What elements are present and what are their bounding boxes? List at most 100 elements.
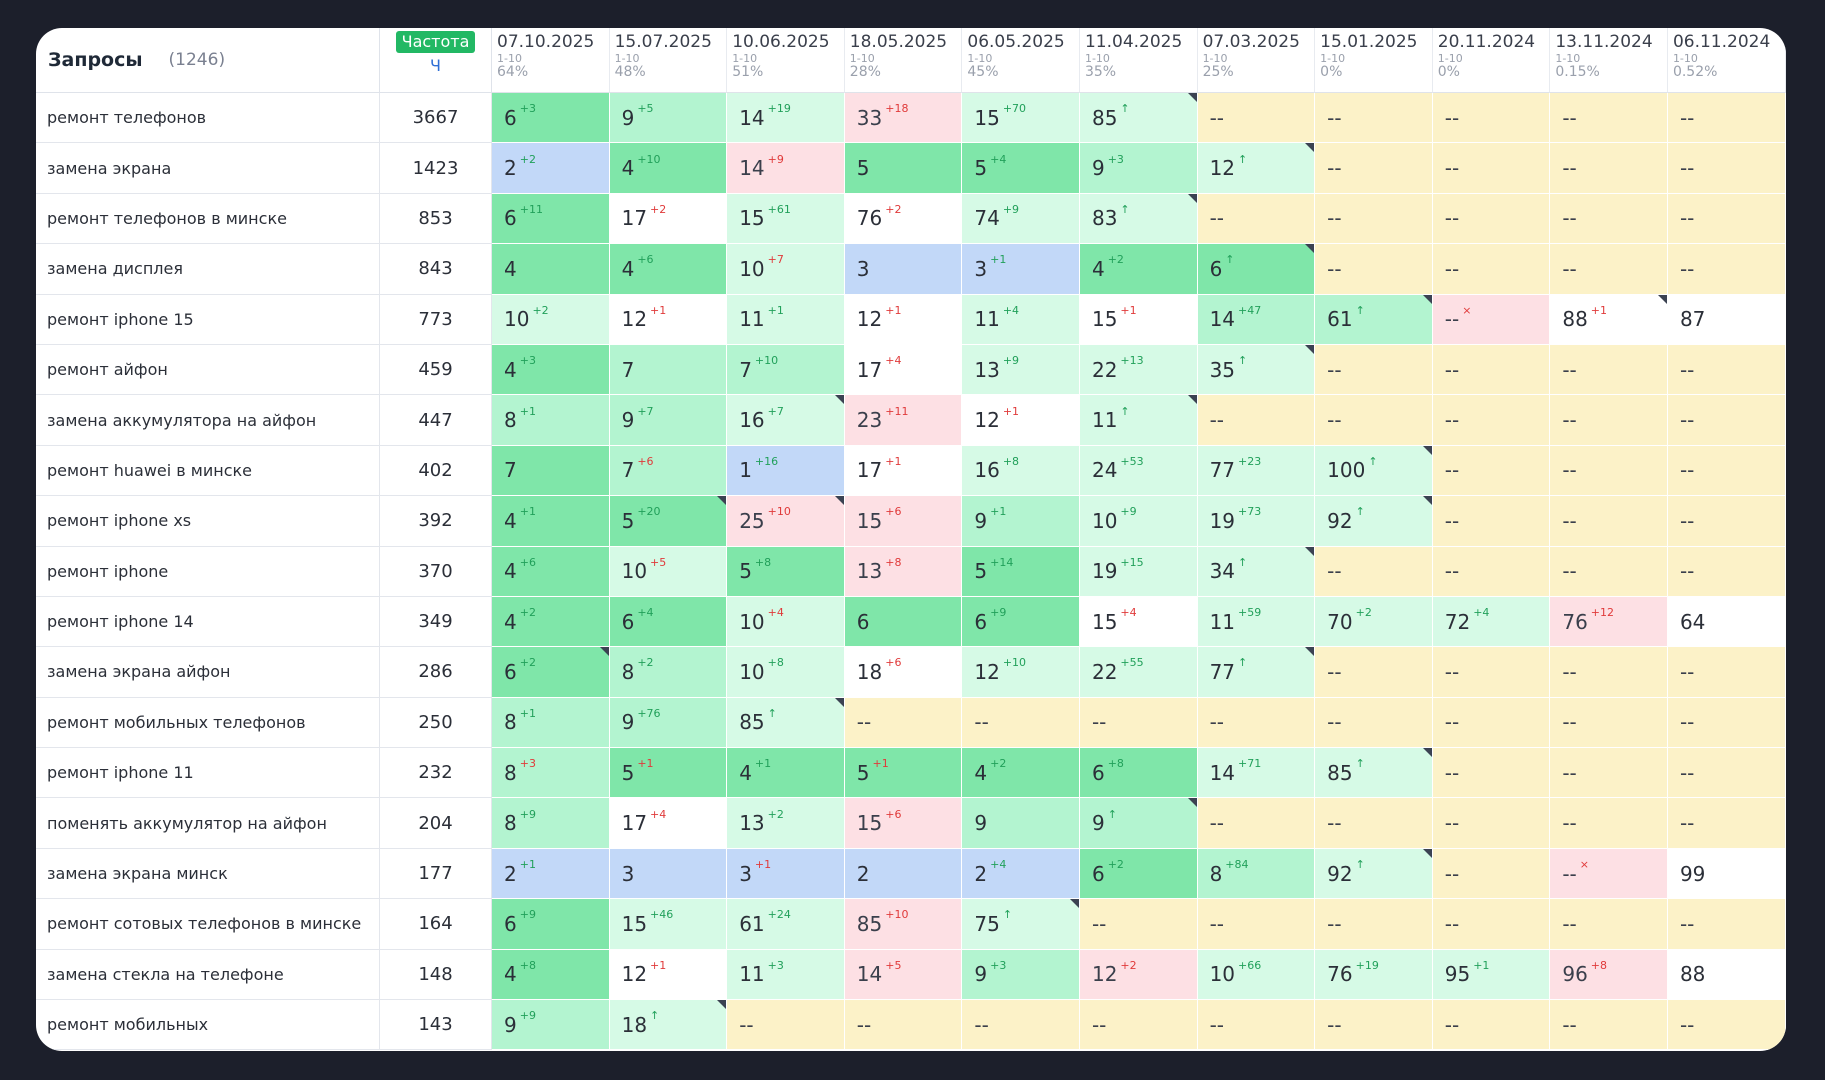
position-cell[interactable]: 10 +5 [609, 546, 728, 597]
query-cell[interactable]: ремонт телефонов [36, 93, 380, 144]
position-cell[interactable]: -- [1197, 193, 1316, 245]
queries-header[interactable]: Запросы (1246) [36, 28, 380, 93]
position-cell[interactable]: 12 ↑ [1197, 143, 1316, 194]
position-cell[interactable]: -- × [1432, 294, 1551, 345]
position-cell[interactable]: 17 +2 [609, 193, 728, 245]
query-cell[interactable]: замена дисплея [36, 244, 380, 295]
position-cell[interactable]: -- [1432, 647, 1551, 698]
position-cell[interactable]: -- [1079, 1000, 1198, 1051]
position-cell[interactable]: 5 +8 [727, 546, 845, 597]
query-cell[interactable]: ремонт iphone 11 [36, 748, 380, 799]
position-cell[interactable]: 8 +2 [609, 647, 728, 698]
position-cell[interactable]: 12 +2 [1079, 949, 1198, 1001]
position-cell[interactable]: 2 [844, 848, 963, 900]
date-column-header[interactable]: 18.05.2025 1-10 28% [844, 28, 963, 93]
position-cell[interactable]: -- [1197, 899, 1316, 950]
position-cell[interactable]: 10 +4 [727, 596, 845, 648]
position-cell[interactable]: 8 +9 [492, 798, 610, 849]
position-cell[interactable]: 99 [1667, 848, 1786, 900]
query-cell[interactable]: поменять аккумулятор на айфон [36, 798, 380, 849]
position-cell[interactable]: -- [1315, 193, 1433, 245]
position-cell[interactable]: 15 +70 [962, 93, 1080, 144]
position-cell[interactable]: -- [1550, 647, 1668, 698]
position-cell[interactable]: 6 +9 [492, 899, 610, 950]
position-cell[interactable]: 6 +11 [492, 193, 610, 245]
position-cell[interactable]: 1 +16 [727, 445, 845, 497]
position-cell[interactable]: 17 +4 [844, 344, 963, 396]
date-column-header[interactable]: 11.04.2025 1-10 35% [1079, 28, 1198, 93]
position-cell[interactable]: 18 +6 [844, 647, 963, 698]
position-cell[interactable]: 19 +73 [1197, 496, 1316, 547]
position-cell[interactable]: -- [1079, 899, 1198, 950]
position-cell[interactable]: 4 +3 [492, 344, 610, 396]
position-cell[interactable]: -- [1432, 848, 1551, 900]
position-cell[interactable]: 61 ↑ [1315, 294, 1433, 345]
position-cell[interactable]: 77 ↑ [1197, 647, 1316, 698]
position-cell[interactable]: 88 +1 [1550, 294, 1668, 345]
position-cell[interactable]: 11 ↑ [1079, 395, 1198, 446]
position-cell[interactable]: 6 +4 [609, 596, 728, 648]
position-cell[interactable]: 12 +1 [609, 949, 728, 1001]
position-cell[interactable]: 22 +13 [1079, 344, 1198, 396]
query-cell[interactable]: ремонт iphone [36, 546, 380, 597]
position-cell[interactable]: 13 +9 [962, 344, 1080, 396]
position-cell[interactable]: 85 +10 [844, 899, 963, 950]
position-cell[interactable]: 8 +1 [492, 395, 610, 446]
position-cell[interactable]: 9 +3 [1079, 143, 1198, 194]
position-cell[interactable]: 12 +1 [962, 395, 1080, 446]
date-column-header[interactable]: 15.07.2025 1-10 48% [609, 28, 728, 93]
position-cell[interactable]: 17 +1 [844, 445, 963, 497]
position-cell[interactable]: 19 +15 [1079, 546, 1198, 597]
position-cell[interactable]: 15 +1 [1079, 294, 1198, 345]
position-cell[interactable]: 9 +9 [492, 1000, 610, 1051]
position-cell[interactable]: 100 ↑ [1315, 445, 1433, 497]
position-cell[interactable]: -- [1315, 546, 1433, 597]
position-cell[interactable]: 6 [844, 596, 963, 648]
position-cell[interactable]: -- [844, 697, 963, 749]
position-cell[interactable]: 4 +6 [609, 244, 728, 295]
position-cell[interactable]: 11 +1 [727, 294, 845, 345]
position-cell[interactable]: -- [727, 1000, 845, 1051]
position-cell[interactable]: 6 ↑ [1197, 244, 1316, 295]
position-cell[interactable]: 9 ↑ [1079, 798, 1198, 849]
position-cell[interactable]: -- [1667, 93, 1786, 144]
position-cell[interactable]: 14 +19 [727, 93, 845, 144]
position-cell[interactable]: 2 +1 [492, 848, 610, 900]
position-cell[interactable]: 4 +1 [727, 748, 845, 799]
position-cell[interactable]: 11 +59 [1197, 596, 1316, 648]
position-cell[interactable]: 4 +10 [609, 143, 728, 194]
position-cell[interactable]: -- [1315, 697, 1433, 749]
query-cell[interactable]: ремонт iphone 15 [36, 294, 380, 345]
position-cell[interactable]: -- [1315, 647, 1433, 698]
position-cell[interactable]: -- [1432, 496, 1551, 547]
position-cell[interactable]: 9 +3 [962, 949, 1080, 1001]
position-cell[interactable]: -- [1550, 193, 1668, 245]
date-column-header[interactable]: 06.05.2025 1-10 45% [962, 28, 1080, 93]
position-cell[interactable]: -- [1197, 1000, 1316, 1051]
position-cell[interactable]: 3 [844, 244, 963, 295]
query-cell[interactable]: замена аккумулятора на айфон [36, 395, 380, 446]
position-cell[interactable]: -- [1667, 546, 1786, 597]
position-cell[interactable]: 92 ↑ [1315, 496, 1433, 547]
position-cell[interactable]: 3 +1 [962, 244, 1080, 295]
position-cell[interactable]: 22 +55 [1079, 647, 1198, 698]
position-cell[interactable]: 33 +18 [844, 93, 963, 144]
position-cell[interactable]: 3 +1 [727, 848, 845, 900]
position-cell[interactable]: -- [1667, 395, 1786, 446]
position-cell[interactable]: -- [1315, 798, 1433, 849]
position-cell[interactable]: -- [1315, 143, 1433, 194]
position-cell[interactable]: 74 +9 [962, 193, 1080, 245]
date-column-header[interactable]: 07.03.2025 1-10 25% [1197, 28, 1316, 93]
position-cell[interactable]: -- [1550, 798, 1668, 849]
position-cell[interactable]: -- [1315, 244, 1433, 295]
position-cell[interactable]: 8 +3 [492, 748, 610, 799]
position-cell[interactable]: 6 +2 [1079, 848, 1198, 900]
position-cell[interactable]: 13 +8 [844, 546, 963, 597]
query-cell[interactable]: ремонт сотовых телефонов в минске [36, 899, 380, 950]
date-column-header[interactable]: 20.11.2024 1-10 0% [1432, 28, 1551, 93]
position-cell[interactable]: -- [1550, 748, 1668, 799]
position-cell[interactable]: 16 +8 [962, 445, 1080, 497]
position-cell[interactable]: -- [1197, 697, 1316, 749]
position-cell[interactable]: 14 +5 [844, 949, 963, 1001]
query-cell[interactable]: замена экрана [36, 143, 380, 194]
